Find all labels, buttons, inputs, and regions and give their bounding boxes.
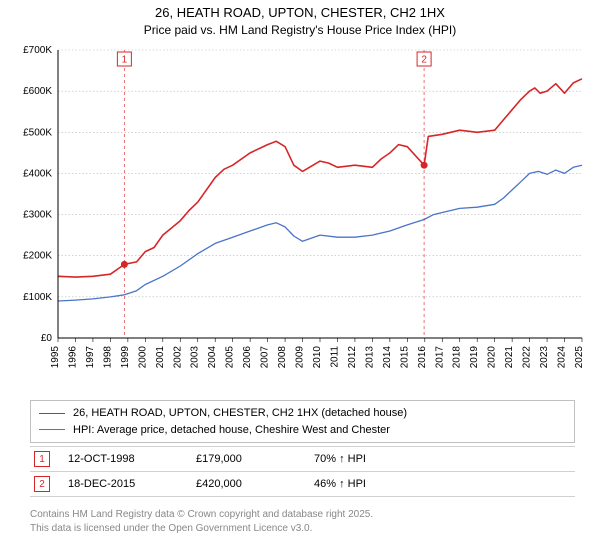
legend-label: 26, HEATH ROAD, UPTON, CHESTER, CH2 1HX … (73, 405, 407, 422)
svg-text:£100K: £100K (23, 292, 52, 303)
svg-text:2011: 2011 (329, 346, 340, 368)
line-chart-svg: £0 £100K £200K £300K £400K £500K £600K £700K 199… (10, 44, 590, 392)
svg-text:1999: 1999 (120, 346, 131, 369)
sale-badge-icon: 1 (34, 451, 50, 467)
sale-date: 18-DEC-2015 (68, 478, 178, 490)
title-address: 26, HEATH ROAD, UPTON, CHESTER, CH2 1HX (0, 4, 600, 22)
svg-text:£200K: £200K (23, 251, 52, 262)
chart-area: £0 £100K £200K £300K £400K £500K £600K £700K 199… (10, 44, 590, 392)
svg-text:2001: 2001 (155, 346, 166, 369)
svg-text:2017: 2017 (434, 346, 445, 369)
legend-row: HPI: Average price, detached house, Ches… (39, 422, 566, 439)
svg-text:2025: 2025 (574, 346, 585, 369)
svg-text:£400K: £400K (23, 168, 52, 179)
table-row: 1 12-OCT-1998 £179,000 70% ↑ HPI (30, 446, 575, 472)
table-row: 2 18-DEC-2015 £420,000 46% ↑ HPI (30, 472, 575, 497)
footer-note: Contains HM Land Registry data © Crown c… (30, 502, 575, 536)
svg-text:£500K: £500K (23, 127, 52, 138)
sale-price: £179,000 (196, 453, 296, 465)
title-block: 26, HEATH ROAD, UPTON, CHESTER, CH2 1HX … (0, 0, 600, 38)
legend-swatch-price (39, 413, 65, 414)
svg-text:2018: 2018 (452, 346, 463, 369)
svg-text:2015: 2015 (399, 346, 410, 369)
svg-text:2003: 2003 (190, 346, 201, 369)
svg-text:2006: 2006 (242, 346, 253, 369)
svg-text:1998: 1998 (102, 346, 113, 369)
svg-text:2014: 2014 (382, 346, 393, 369)
svg-text:2023: 2023 (539, 346, 550, 369)
svg-text:2005: 2005 (225, 346, 236, 369)
svg-text:£600K: £600K (23, 86, 52, 97)
svg-text:£0: £0 (41, 333, 53, 344)
svg-text:1: 1 (122, 55, 128, 66)
svg-text:2010: 2010 (312, 346, 323, 369)
legend-label: HPI: Average price, detached house, Ches… (73, 422, 390, 439)
legend-box: 26, HEATH ROAD, UPTON, CHESTER, CH2 1HX … (30, 400, 575, 443)
svg-text:2: 2 (421, 55, 427, 66)
svg-text:2002: 2002 (172, 346, 183, 369)
svg-text:2019: 2019 (469, 346, 480, 369)
sale-badge-icon: 2 (34, 476, 50, 492)
svg-text:2004: 2004 (207, 346, 218, 369)
footer-line: Contains HM Land Registry data © Crown c… (30, 508, 575, 522)
svg-text:2021: 2021 (504, 346, 515, 369)
chart-container: 26, HEATH ROAD, UPTON, CHESTER, CH2 1HX … (0, 0, 600, 560)
title-subtitle: Price paid vs. HM Land Registry's House … (0, 22, 600, 38)
svg-text:2012: 2012 (347, 346, 358, 369)
sale-price: £420,000 (196, 478, 296, 490)
svg-text:1995: 1995 (50, 346, 61, 369)
svg-text:£700K: £700K (23, 45, 52, 56)
svg-text:1996: 1996 (67, 346, 78, 369)
legend-swatch-hpi (39, 429, 65, 430)
svg-text:2000: 2000 (137, 346, 148, 369)
svg-text:2022: 2022 (522, 346, 533, 369)
svg-text:2020: 2020 (487, 346, 498, 369)
svg-text:1997: 1997 (85, 346, 96, 369)
svg-text:2024: 2024 (557, 346, 568, 369)
sale-date: 12-OCT-1998 (68, 453, 178, 465)
sales-table: 1 12-OCT-1998 £179,000 70% ↑ HPI 2 18-DE… (30, 446, 575, 497)
legend-row: 26, HEATH ROAD, UPTON, CHESTER, CH2 1HX … (39, 405, 566, 422)
svg-text:2016: 2016 (417, 346, 428, 369)
sale-pct: 70% ↑ HPI (314, 453, 424, 465)
footer-line: This data is licensed under the Open Gov… (30, 522, 575, 536)
svg-text:2009: 2009 (295, 346, 306, 369)
svg-text:2013: 2013 (364, 346, 375, 369)
svg-text:2007: 2007 (260, 346, 271, 369)
svg-text:£300K: £300K (23, 210, 52, 221)
sale-pct: 46% ↑ HPI (314, 478, 424, 490)
svg-text:2008: 2008 (277, 346, 288, 369)
